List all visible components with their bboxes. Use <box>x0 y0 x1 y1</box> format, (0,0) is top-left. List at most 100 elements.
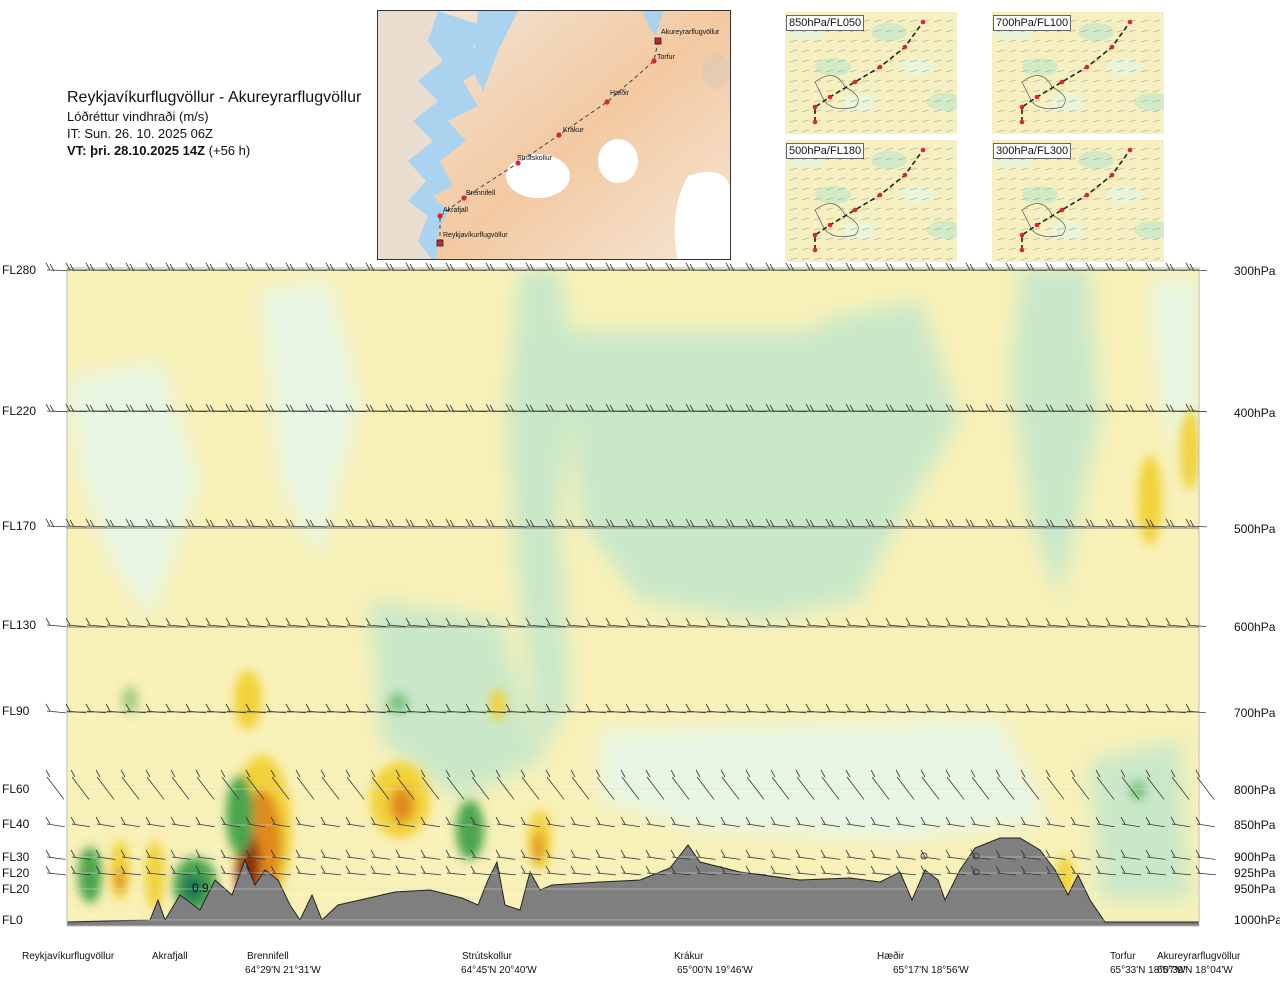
wind-barb-feather <box>505 518 511 527</box>
wind-barb <box>206 410 227 413</box>
minimap-barb <box>849 89 858 93</box>
down-cell-brennifell <box>232 755 292 905</box>
minimap-barb <box>873 109 882 113</box>
minimap-barb <box>801 177 810 181</box>
wind-barb-feather <box>589 519 595 528</box>
wind-barb <box>726 410 747 413</box>
wind-barb-feather <box>129 404 135 413</box>
wind-barb <box>1121 856 1141 860</box>
wind-barb <box>866 710 886 714</box>
wind-barb-feather <box>929 519 935 528</box>
minimap-barb <box>1116 227 1125 231</box>
wind-barb <box>826 525 847 528</box>
wind-barb <box>1186 269 1207 271</box>
minimap-barb <box>1128 257 1137 261</box>
wind-barb-feather <box>1045 865 1051 874</box>
minimap-barb <box>909 79 918 83</box>
minimap-field <box>1106 58 1142 76</box>
wind-barb <box>646 624 667 628</box>
minimap-barb <box>789 197 798 201</box>
wind-barb-feather <box>225 518 231 527</box>
wind-barb-feather <box>505 403 511 412</box>
minimap-700: 700hPa/FL100 <box>992 12 1164 134</box>
minimap-barb <box>1104 119 1113 123</box>
minimap-barb <box>1032 257 1041 261</box>
wind-barb-feather <box>765 262 771 271</box>
minimap-barb <box>1080 197 1089 201</box>
wind-barb <box>126 525 147 528</box>
minimap-barb <box>933 157 942 161</box>
wind-barb-feather <box>1095 865 1101 874</box>
wind-barb <box>1021 856 1041 860</box>
minimap-barb <box>909 69 918 73</box>
wind-barb <box>1196 872 1216 876</box>
wind-barb-feather <box>365 617 371 626</box>
wind-barb-feather <box>789 263 795 272</box>
minimap-barb <box>1056 177 1065 181</box>
minimap-barb <box>1008 89 1017 93</box>
minimap-barb <box>1032 227 1041 231</box>
minimap-barb <box>1140 167 1149 171</box>
wind-barb-feather <box>889 263 895 272</box>
wind-barb <box>586 525 607 528</box>
minimap-barb <box>1020 167 1029 171</box>
minimap-barb <box>837 207 846 211</box>
wind-barb <box>126 624 147 628</box>
wind-barb-feather <box>295 816 301 825</box>
minimap-barb <box>933 19 942 23</box>
wind-barb <box>306 410 327 413</box>
location-name: Krákur <box>674 951 704 962</box>
wind-barb-feather <box>1145 403 1151 412</box>
map-point-marker <box>651 58 657 64</box>
minimap-barb <box>897 109 906 113</box>
minimap-barb <box>921 59 930 63</box>
minimap-barb <box>1140 207 1149 211</box>
minimap-barb <box>945 59 954 63</box>
wind-barb-feather <box>1120 816 1126 825</box>
minimap-barb <box>1032 59 1041 63</box>
wind-barb <box>986 525 1007 528</box>
wind-barb-feather <box>565 403 571 412</box>
minimap-barb <box>873 69 882 73</box>
wind-barb-feather <box>870 865 876 874</box>
wind-barb <box>646 823 665 828</box>
minimap-barb <box>885 207 894 211</box>
wind-barb-feather <box>595 769 601 778</box>
minimap-barb <box>996 59 1005 63</box>
wind-barb-feather <box>805 703 811 712</box>
wind-barb-feather <box>1165 403 1171 412</box>
wind-barb <box>721 776 740 800</box>
wind-barb-feather <box>469 404 475 413</box>
wind-barb-feather <box>845 617 851 626</box>
minimap-barb <box>909 129 918 133</box>
minimap-barb <box>921 119 930 123</box>
wind-barb-feather <box>620 849 626 858</box>
wind-barb-feather <box>1105 703 1111 712</box>
wind-barb-feather <box>305 518 311 527</box>
wind-barb-feather <box>670 849 676 858</box>
wind-barb-feather <box>469 263 475 272</box>
minimap-barb <box>909 227 918 231</box>
minimap-barb <box>921 69 930 73</box>
wind-barb-feather <box>1069 519 1075 528</box>
wind-barb-feather <box>605 403 611 412</box>
left-axis-label: FL20 <box>2 866 30 880</box>
wind-barb-feather <box>1145 865 1151 874</box>
minimap-barb <box>873 99 882 103</box>
minimap-field <box>1050 93 1086 111</box>
wind-barb-feather <box>949 404 955 413</box>
wind-barb <box>46 269 67 271</box>
wind-barb-feather <box>105 403 111 412</box>
wind-barb-feather <box>970 816 976 825</box>
wind-barb-feather <box>945 849 951 858</box>
minimap-barb <box>1068 59 1077 63</box>
minimap-barb <box>789 39 798 43</box>
wind-barb-feather <box>1049 404 1055 413</box>
minimap-barb <box>1116 19 1125 23</box>
minimap-barb <box>825 247 834 251</box>
wind-barb-feather <box>1009 519 1015 528</box>
wind-barb-feather <box>825 703 831 712</box>
left-axis-label: FL40 <box>2 817 30 831</box>
minimap-barb <box>945 237 954 241</box>
route-map-svg: AkureyrarflugvöllurTorfurHæðirKrákurStrú… <box>378 11 730 259</box>
